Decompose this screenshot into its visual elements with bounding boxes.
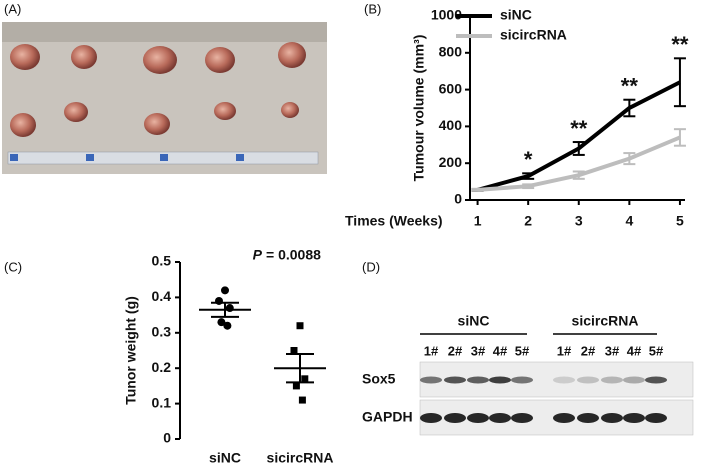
blot-band — [553, 376, 575, 384]
y-axis-label: Tunor weight (g) — [123, 296, 139, 405]
row-label: GAPDH — [362, 409, 413, 425]
blot-band — [489, 413, 511, 423]
y-tick-label: 1000 — [431, 7, 462, 23]
x-tick-label: 4 — [625, 213, 633, 229]
point — [217, 318, 226, 327]
lane-label: 5# — [515, 343, 530, 358]
blot-band — [577, 413, 599, 423]
error-bar — [673, 128, 686, 147]
x-tick-label: 5 — [676, 213, 684, 229]
panel-label: (C) — [4, 259, 22, 274]
lane-label: 1# — [557, 343, 572, 358]
point — [301, 375, 309, 383]
lane-label: 4# — [627, 343, 642, 358]
lane-label: 4# — [493, 343, 508, 358]
lane-label: 2# — [448, 343, 463, 358]
panel-label: (D) — [362, 259, 380, 274]
point — [215, 296, 223, 305]
blot-band — [601, 376, 623, 384]
y-tick-label: 0.2 — [152, 359, 172, 375]
photo — [2, 22, 327, 174]
panel-label: (B) — [364, 1, 381, 16]
y-tick-label: 0.1 — [152, 394, 172, 410]
blot-band — [553, 413, 575, 423]
point — [221, 286, 229, 295]
blot-band — [420, 376, 442, 384]
blot-band — [467, 376, 489, 384]
x-tick-label: sicircRNA — [267, 450, 334, 466]
error-bar — [471, 187, 484, 192]
annotation: ** — [671, 32, 689, 57]
blot-band — [577, 376, 599, 384]
x-tick-label: 2 — [524, 213, 532, 229]
y-tick-label: 0.4 — [152, 288, 172, 304]
blot-band — [511, 413, 533, 423]
annotation: * — [524, 147, 533, 172]
panel-label: (A) — [4, 1, 21, 16]
error-bar — [572, 170, 585, 180]
lane-label: 3# — [471, 343, 486, 358]
blot-band — [420, 413, 442, 423]
blot-band — [467, 413, 489, 423]
y-tick-label: 0 — [163, 430, 171, 446]
y-tick-label: 600 — [439, 80, 463, 96]
blot-band — [601, 413, 623, 423]
blot-band — [645, 376, 667, 384]
point — [296, 322, 304, 330]
lane-label: 2# — [581, 343, 596, 358]
y-axis-label: Tumour volume (mm³) — [411, 35, 427, 182]
point — [290, 347, 298, 354]
error-bar — [623, 98, 636, 118]
blot-group-label: siNC — [458, 313, 490, 329]
annotation: ** — [621, 74, 639, 99]
p-value: = 0.0088 — [266, 247, 321, 263]
blot-band — [489, 376, 511, 384]
blot-band — [444, 413, 466, 423]
lane-label: 1# — [424, 343, 439, 358]
p-label: P — [253, 247, 263, 263]
blot-group-label: sicircRNA — [572, 313, 639, 329]
y-tick-label: 800 — [439, 44, 463, 60]
blot-band — [444, 376, 466, 384]
error-bar — [572, 141, 585, 156]
error-bar — [623, 152, 636, 166]
x-axis-label: Times (Weeks) — [345, 213, 443, 229]
y-tick-label: 0.5 — [152, 253, 172, 269]
annotation: ** — [570, 116, 588, 141]
point — [298, 396, 306, 404]
lane-label: 5# — [649, 343, 664, 358]
blot-band — [511, 376, 533, 384]
x-tick-label: 3 — [575, 213, 583, 229]
y-tick-label: 0.3 — [152, 324, 172, 340]
row-label: Sox5 — [362, 371, 396, 387]
lane-label: 3# — [605, 343, 620, 358]
y-tick-label: 400 — [439, 117, 463, 133]
point — [292, 382, 300, 390]
error-bar — [673, 57, 686, 108]
y-tick-label: 0 — [454, 191, 462, 207]
blot-band — [645, 413, 667, 423]
legend-label: sicircRNA — [500, 27, 567, 43]
blot-band — [623, 413, 645, 423]
blot-band — [623, 376, 645, 384]
y-tick-label: 200 — [439, 154, 463, 170]
x-tick-label: 1 — [474, 213, 482, 229]
error-bar — [522, 172, 535, 180]
point — [225, 304, 234, 313]
x-tick-label: siNC — [209, 450, 241, 466]
legend-label: siNC — [500, 7, 532, 23]
error-bar — [522, 183, 535, 190]
point — [223, 321, 232, 330]
